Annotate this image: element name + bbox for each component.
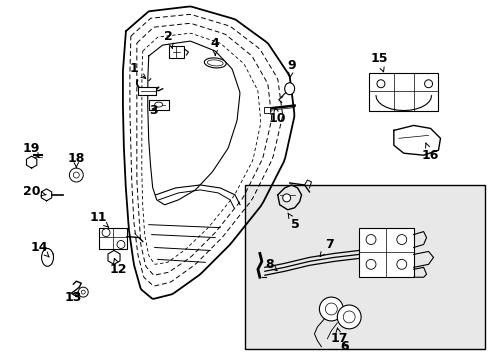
Text: 4: 4 [210, 37, 219, 55]
Text: 12: 12 [109, 258, 126, 276]
Circle shape [78, 287, 88, 297]
Circle shape [102, 229, 110, 237]
Ellipse shape [41, 248, 53, 266]
Circle shape [282, 194, 290, 202]
Circle shape [366, 235, 375, 244]
Text: 20: 20 [23, 185, 46, 198]
Bar [138, 87, 155, 95]
Circle shape [366, 260, 375, 269]
Text: 13: 13 [64, 291, 82, 303]
Ellipse shape [284, 83, 294, 95]
Circle shape [117, 240, 124, 248]
Text: 8: 8 [265, 258, 277, 271]
Bar [264, 107, 269, 113]
Circle shape [319, 297, 343, 321]
Text: 15: 15 [369, 53, 387, 72]
Text: 7: 7 [320, 238, 333, 257]
Bar [244, 185, 484, 349]
Ellipse shape [204, 58, 225, 68]
Text: 1: 1 [129, 62, 145, 78]
Circle shape [81, 290, 85, 294]
Circle shape [396, 260, 406, 269]
Circle shape [337, 305, 360, 329]
Text: 10: 10 [268, 108, 286, 125]
Text: 14: 14 [31, 241, 49, 257]
Text: 19: 19 [23, 142, 41, 158]
Bar [358, 228, 413, 277]
Text: 5: 5 [287, 213, 299, 231]
Text: 16: 16 [421, 143, 438, 162]
Circle shape [396, 235, 406, 244]
Bar [368, 73, 438, 111]
Text: 11: 11 [89, 211, 108, 227]
Text: 6: 6 [339, 340, 348, 353]
Ellipse shape [154, 102, 163, 107]
Text: 2: 2 [164, 30, 173, 48]
Circle shape [424, 80, 432, 88]
Text: 9: 9 [287, 59, 295, 78]
Circle shape [69, 168, 83, 182]
Text: 18: 18 [67, 152, 85, 167]
Text: 3: 3 [149, 104, 158, 117]
Circle shape [73, 172, 79, 178]
Text: 17: 17 [330, 328, 347, 345]
Ellipse shape [207, 60, 223, 66]
Bar [168, 46, 184, 58]
Circle shape [343, 311, 354, 323]
Bar [99, 228, 127, 249]
Circle shape [376, 80, 384, 88]
Circle shape [325, 303, 337, 315]
Bar [148, 100, 168, 109]
